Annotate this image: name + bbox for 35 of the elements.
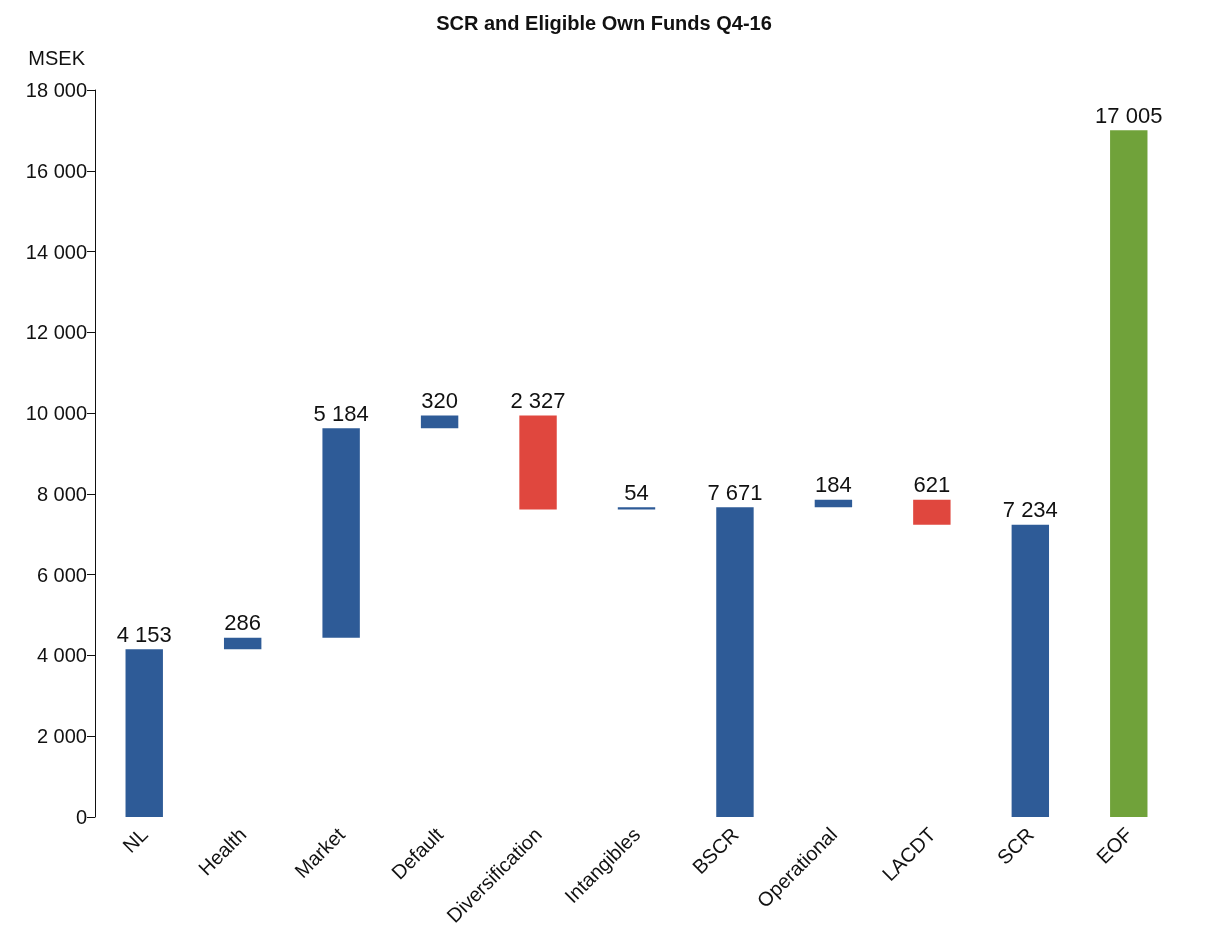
bar [519, 415, 557, 510]
y-tick-label: 2 000 [36, 725, 87, 748]
y-axis-title: MSEK [28, 47, 86, 69]
bar [617, 507, 656, 510]
bar [420, 415, 459, 429]
data-label: 4 153 [116, 621, 172, 647]
data-label: 2 327 [510, 387, 566, 413]
y-tick-label: 18 000 [25, 79, 87, 101]
y-tick-label: 12 000 [25, 321, 87, 344]
data-label: 320 [421, 387, 458, 413]
bar [716, 507, 754, 817]
y-tick-label: 16 000 [25, 159, 87, 182]
y-tick-label: 6 000 [36, 563, 87, 586]
bar [322, 428, 360, 638]
data-label: 286 [224, 610, 262, 636]
data-label: 184 [815, 472, 852, 498]
data-label: 7 234 [1002, 497, 1058, 523]
data-label: 621 [913, 472, 951, 498]
chart-title: SCR and Eligible Own Funds Q4-16 [436, 12, 772, 34]
y-tick-label: 8 000 [36, 482, 87, 505]
x-tick-label: NL [118, 823, 153, 857]
bar [1011, 524, 1050, 817]
data-label: 54 [624, 479, 649, 505]
bar [125, 649, 163, 817]
y-tick-label: 4 000 [36, 644, 87, 667]
bar [814, 499, 853, 508]
bar [913, 499, 951, 525]
y-tick-label: 14 000 [25, 240, 87, 263]
bar [1110, 130, 1148, 817]
data-label: 5 184 [313, 400, 369, 426]
bar [223, 637, 262, 650]
y-tick-label: 0 [75, 806, 87, 828]
data-label: 7 671 [707, 479, 763, 505]
y-tick-label: 10 000 [25, 402, 87, 425]
data-label: 17 005 [1095, 102, 1163, 128]
